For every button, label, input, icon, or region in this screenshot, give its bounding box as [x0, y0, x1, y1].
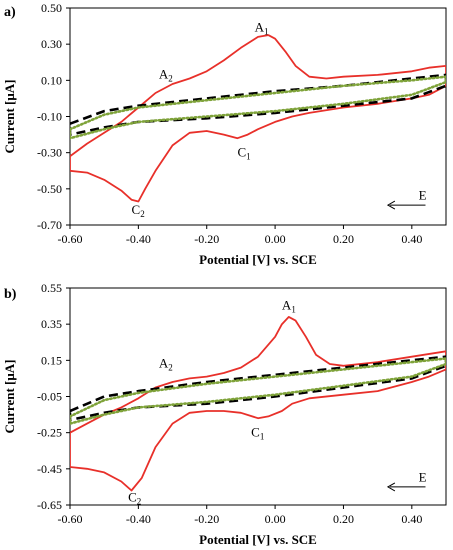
scan-direction-arrowhead [386, 200, 396, 210]
y-tick-label: -0.30 [37, 146, 62, 160]
x-tick-label: 0.20 [333, 232, 354, 246]
y-tick-label: -0.45 [37, 462, 62, 476]
series-line-2 [70, 355, 446, 422]
series-group [70, 34, 446, 203]
x-tick-label: 0.40 [401, 232, 422, 246]
x-tick-label: 0.20 [333, 512, 354, 526]
y-tick-label: 0.35 [41, 317, 62, 331]
x-tick-label: 0.00 [265, 512, 286, 526]
y-axis-label: Current [μA] [2, 80, 17, 154]
y-tick-label: 0.30 [41, 37, 62, 51]
panel-label: a) [4, 5, 16, 20]
x-axis-label: Potential [V] vs. SCE [199, 532, 317, 547]
x-tick-label: -0.40 [126, 232, 151, 246]
peak-label: C2 [132, 202, 145, 219]
peak-label-main: C [128, 489, 137, 504]
peak-label-sub: 1 [246, 151, 251, 161]
x-tick-label: -0.40 [126, 512, 151, 526]
peak-label-main: A [159, 356, 169, 371]
peak-label-main: E [419, 188, 427, 203]
panel-label: b) [4, 287, 17, 302]
scan-direction-arrowhead [386, 482, 396, 492]
series-group [70, 316, 446, 492]
peak-label-sub: 2 [168, 363, 173, 373]
y-tick-label: -0.70 [37, 218, 62, 232]
peak-label: C1 [237, 144, 250, 161]
y-axis-label: Current [μA] [2, 360, 17, 434]
peak-label: E [419, 188, 427, 203]
x-tick-label: -0.60 [58, 512, 83, 526]
series-line-2 [70, 73, 446, 136]
peak-label: C1 [251, 424, 264, 441]
x-tick-label: -0.60 [58, 232, 83, 246]
peak-label-main: A [282, 298, 292, 313]
x-axis-label: Potential [V] vs. SCE [199, 252, 317, 267]
y-tick-label: -0.25 [37, 426, 62, 440]
peak-label: A1 [255, 20, 269, 37]
y-tick-label: 0.10 [41, 73, 62, 87]
series-line-3 [70, 75, 446, 140]
y-tick-label: 0.15 [41, 353, 62, 367]
peak-label-sub: 2 [140, 209, 145, 219]
peak-label: E [419, 469, 427, 484]
peak-label-sub: 2 [168, 74, 173, 84]
peak-label-sub: 1 [264, 27, 269, 37]
y-tick-label: 0.50 [41, 1, 62, 15]
y-tick-label: -0.50 [37, 182, 62, 196]
peak-label-main: A [159, 67, 169, 82]
peak-label-main: C [132, 202, 141, 217]
series-line-1 [70, 316, 446, 492]
peak-label: C2 [128, 489, 141, 506]
peak-label: A1 [282, 298, 296, 315]
chart-panel-2: b) 0.55 0.35 0.15 -0.05 -0.25 -0.45 -0.65-0.60 -… [2, 281, 447, 547]
x-tick-label: 0.40 [401, 512, 422, 526]
x-tick-label: -0.20 [194, 232, 219, 246]
peak-label-sub: 2 [137, 496, 142, 506]
peak-label-main: C [237, 144, 246, 159]
y-tick-label: -0.65 [37, 498, 62, 512]
y-tick-label: -0.10 [37, 110, 62, 124]
peak-label-main: C [251, 424, 260, 439]
chart-panel-1: a) 0.50 0.30 0.10 -0.10 -0.30 -0.50 -0.70-0.60 -… [2, 1, 447, 267]
y-tick-label: -0.05 [37, 390, 62, 404]
peak-label: A2 [159, 356, 173, 373]
series-line-3 [70, 357, 446, 425]
peak-label-sub: 1 [260, 431, 265, 441]
peak-label-main: E [419, 469, 427, 484]
peak-label-main: A [255, 20, 265, 35]
y-tick-label: 0.55 [41, 281, 62, 295]
peak-label: A2 [159, 67, 173, 84]
peak-label-sub: 1 [291, 305, 296, 315]
series-line-1 [70, 34, 446, 203]
x-tick-label: -0.20 [194, 512, 219, 526]
x-tick-label: 0.00 [265, 232, 286, 246]
